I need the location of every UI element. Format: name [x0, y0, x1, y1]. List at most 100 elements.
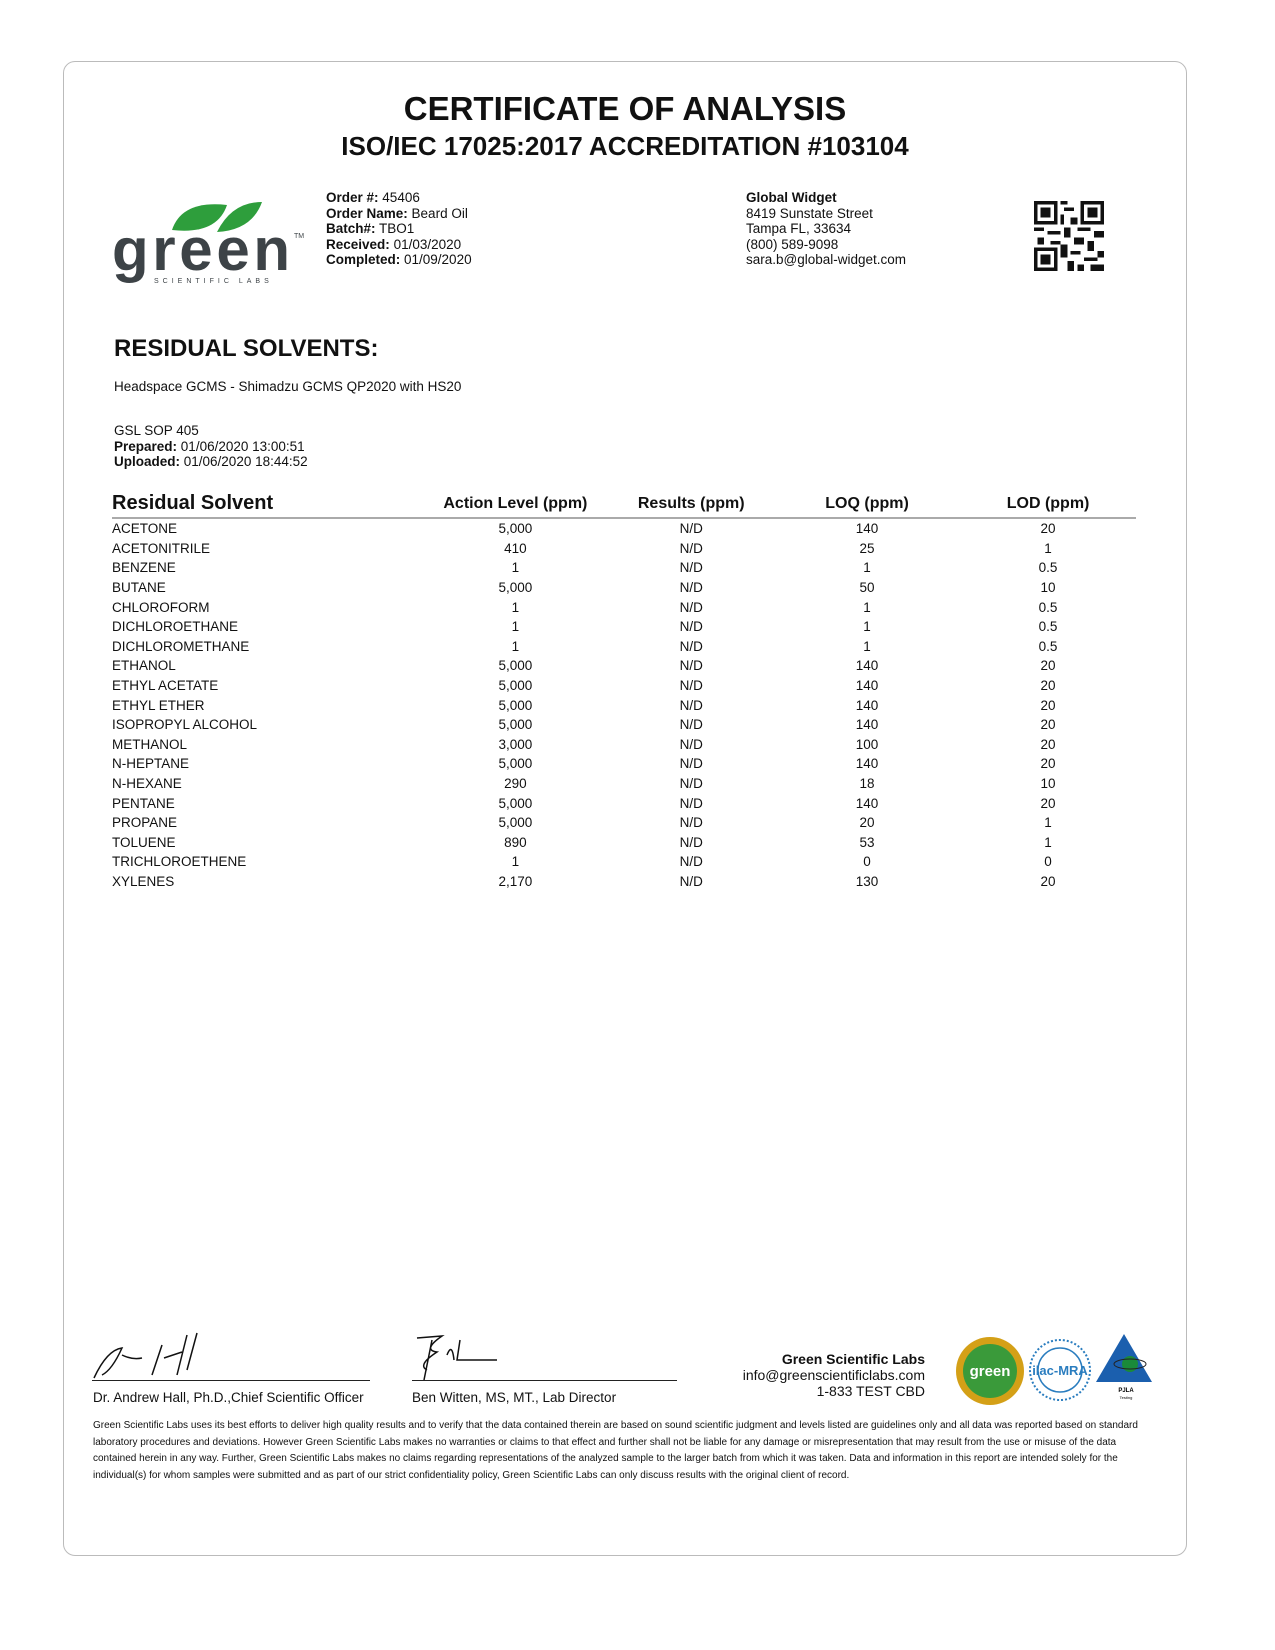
table-row: TOLUENE 890 N/D 53 1 — [112, 833, 1136, 853]
table-cell: 20 — [1040, 697, 1056, 713]
table-cell: N/D — [679, 717, 703, 733]
svg-text:SCIENTIFIC LABS: SCIENTIFIC LABS — [154, 278, 273, 285]
table-cell: TRICHLOROETHENE — [112, 854, 247, 870]
client-street: 8419 Sunstate Street — [746, 205, 873, 221]
table-cell: 1 — [1044, 540, 1052, 556]
completed-date: 01/09/2020 — [404, 252, 472, 267]
table-cell: 0.5 — [1038, 619, 1058, 635]
table-row: N-HEXANE 290 N/D 18 10 — [112, 774, 1136, 794]
table-cell: 18 — [859, 776, 875, 792]
batch: TBO1 — [379, 221, 415, 236]
table-cell: N/D — [679, 795, 703, 811]
prepared-date: 01/06/2020 13:00:51 — [180, 438, 305, 454]
signature-ben-witten — [416, 1335, 497, 1380]
table-cell: ETHYL ACETATE — [112, 678, 219, 694]
table-cell: 140 — [855, 678, 879, 694]
table-cell: DICHLOROETHANE — [112, 619, 239, 635]
table-cell: N/D — [679, 580, 703, 596]
table-row: TRICHLOROETHENE 1 N/D 0 0 — [112, 852, 1136, 872]
table-cell: 0.5 — [1038, 560, 1058, 576]
order-name: Beard Oil — [411, 205, 468, 221]
table-row: ACETONE 5,000 N/D 140 20 — [112, 518, 1136, 539]
table-cell: 1 — [511, 599, 520, 615]
signature-andrew-hall — [93, 1332, 198, 1379]
table-cell: 10 — [1040, 580, 1056, 596]
page-border — [63, 61, 1187, 1556]
table-cell: 140 — [855, 795, 879, 811]
table-cell: 1 — [863, 619, 871, 635]
table-cell: 0 — [1044, 854, 1052, 870]
table-cell: BUTANE — [112, 580, 166, 596]
lab-phone: 1-833 TEST CBD — [816, 1383, 925, 1399]
table-row: DICHLOROMETHANE 1 N/D 1 0.5 — [112, 637, 1136, 657]
table-row: BENZENE 1 N/D 1 0.5 — [112, 558, 1136, 578]
table-row: XYLENES 2,170 N/D 130 20 — [112, 872, 1136, 892]
received-date: 01/03/2020 — [393, 236, 462, 252]
table-cell: 50 — [859, 580, 875, 596]
table-cell: N/D — [679, 619, 703, 635]
table-cell: 140 — [855, 697, 879, 713]
table-cell: 140 — [855, 658, 879, 674]
table-cell: 20 — [1040, 658, 1056, 674]
table-cell: 1 — [1044, 834, 1052, 850]
ilac-mra-badge-icon: ilac-MRA — [1029, 1339, 1091, 1401]
table-cell: 1 — [511, 619, 520, 635]
test-method: Headspace GCMS - Shimadzu GCMS QP2020 wi… — [114, 379, 462, 394]
table-row: ETHANOL 5,000 N/D 140 20 — [112, 656, 1136, 676]
table-cell: 20 — [1040, 756, 1056, 772]
table-cell: ETHYL ETHER — [112, 697, 205, 713]
table-cell: PENTANE — [112, 795, 175, 811]
svg-text:ilac-MRA: ilac-MRA — [1032, 1363, 1088, 1378]
table-cell: 410 — [504, 540, 527, 556]
column-header: LOQ (ppm) — [773, 492, 961, 519]
table-cell: N/D — [679, 638, 703, 654]
order-number: 45406 — [382, 190, 420, 205]
table-row: CHLOROFORM 1 N/D 1 0.5 — [112, 597, 1136, 617]
order-details: Order #: 45406 Order Name: Beard Oil Bat… — [326, 190, 472, 267]
client-city: Tampa FL, 33634 — [746, 221, 852, 236]
table-cell: N/D — [679, 776, 703, 792]
table-cell: 1 — [511, 638, 520, 654]
table-cell: 20 — [1040, 678, 1056, 694]
client-email: sara.b@global-widget.com — [746, 252, 907, 267]
svg-text:TM: TM — [294, 233, 304, 240]
table-cell: 3,000 — [498, 736, 533, 752]
qr-code — [1034, 201, 1104, 271]
document-title: CERTIFICATE OF ANALYSIS — [403, 90, 847, 127]
column-header: Residual Solvent — [112, 492, 423, 519]
table-cell: 53 — [859, 834, 875, 850]
table-cell: PROPANE — [112, 815, 178, 831]
table-row: ETHYL ACETATE 5,000 N/D 140 20 — [112, 676, 1136, 696]
table-cell: 140 — [855, 717, 879, 733]
table-cell: ACETONITRILE — [112, 540, 211, 556]
table-cell: 20 — [1040, 521, 1056, 537]
table-cell: N/D — [679, 815, 703, 831]
table-cell: 1 — [863, 599, 871, 615]
table-cell: 5,000 — [498, 580, 533, 596]
table-cell: 20 — [859, 815, 875, 831]
signer-name: Ben Witten, MS, MT., Lab Director — [412, 1390, 617, 1405]
table-cell: 100 — [855, 736, 879, 752]
table-cell: 1 — [1044, 815, 1052, 831]
table-row: ISOPROPYL ALCOHOL 5,000 N/D 140 20 — [112, 715, 1136, 735]
table-cell: N/D — [679, 658, 703, 674]
table-row: N-HEPTANE 5,000 N/D 140 20 — [112, 754, 1136, 774]
table-cell: N-HEXANE — [112, 776, 182, 792]
table-cell: N-HEPTANE — [112, 756, 190, 772]
sop-details: GSL SOP 405 Prepared: 01/06/2020 13:00:5… — [114, 423, 308, 469]
table-cell: N/D — [679, 873, 703, 889]
table-row: METHANOL 3,000 N/D 100 20 — [112, 735, 1136, 755]
table-cell: CHLOROFORM — [112, 599, 210, 615]
lab-email: info@greenscientificlabs.com — [742, 1367, 925, 1383]
table-cell: N/D — [679, 834, 703, 850]
column-header: Results (ppm) — [608, 492, 774, 519]
svg-text:PJLA: PJLA — [1118, 1388, 1134, 1394]
green-logo: green TM SCIENTIFIC LABS — [112, 202, 304, 285]
table-cell: 20 — [1040, 795, 1056, 811]
table-cell: N/D — [679, 599, 703, 615]
table-row: ACETONITRILE 410 N/D 25 1 — [112, 539, 1136, 559]
table-cell: N/D — [679, 678, 703, 694]
table-cell: TOLUENE — [112, 834, 176, 850]
table-cell: 140 — [855, 521, 879, 537]
